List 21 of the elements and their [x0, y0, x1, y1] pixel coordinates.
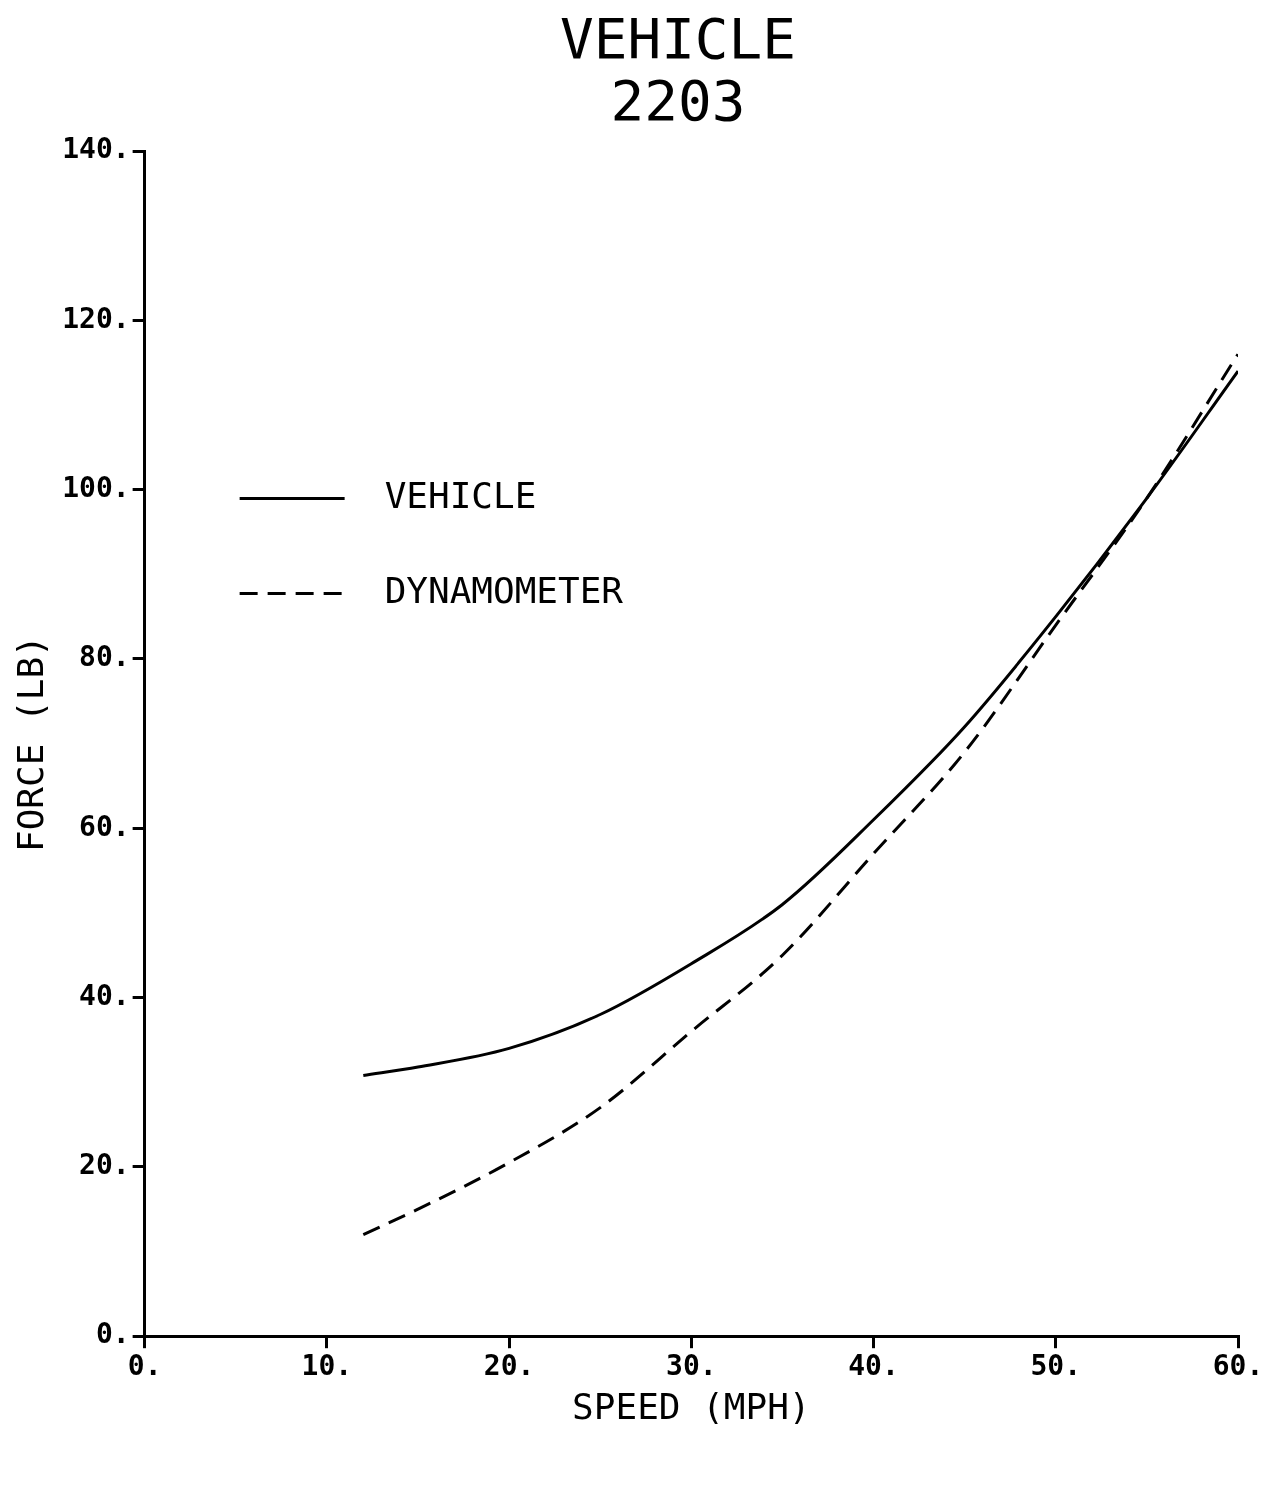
x-tick-label: 60.	[1212, 1349, 1264, 1383]
x-axis-title: SPEED (MPH)	[572, 1385, 811, 1427]
x-tick-label: 10.	[301, 1349, 353, 1383]
y-tick-label: 140.	[62, 132, 130, 166]
x-tick-label: 20.	[483, 1349, 535, 1383]
chart-title: VEHICLE 2203	[559, 6, 797, 133]
y-axis-title: FORCE (LB)	[9, 635, 51, 853]
y-tick-label: 100.	[62, 471, 130, 505]
x-tick-label: 30.	[666, 1349, 717, 1383]
y-tick-label: 0.	[95, 1317, 130, 1351]
line-series	[361, 352, 1238, 1237]
y-tick-label: 80.	[79, 640, 130, 674]
y-tick-label: 120.	[62, 301, 130, 335]
y-tick-label: 40.	[79, 979, 130, 1013]
x-tick-label: 50.	[1030, 1349, 1082, 1383]
y-tick-label: 60.	[79, 809, 130, 843]
y-tick-label: 20.	[79, 1148, 130, 1182]
x-tick-label: 0.	[127, 1349, 162, 1383]
x-tick-label: 40.	[848, 1349, 899, 1383]
legend-label: VEHICLE	[384, 475, 537, 517]
legend-label: DYNAMOMETER	[384, 570, 624, 612]
